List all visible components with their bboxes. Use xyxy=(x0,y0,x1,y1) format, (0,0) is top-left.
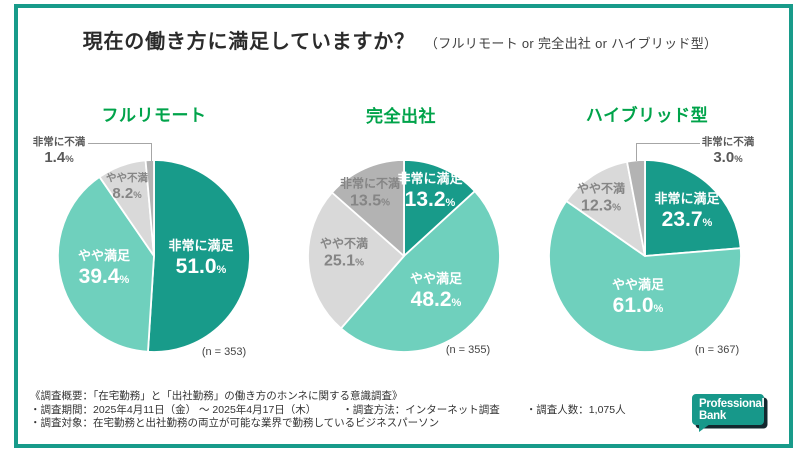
pie-slice-somewhat-dissatisfied xyxy=(565,160,646,257)
slice-name: 非常に満足 xyxy=(654,190,720,206)
slice-label-somewhat-satisfied: やや満足 61.0% xyxy=(612,277,664,320)
survey-count: ・調査人数：1,075人 xyxy=(525,403,626,416)
slice-name: 非常に不満 xyxy=(701,136,755,149)
pie-slice-very-dissatisfied xyxy=(144,159,155,257)
leader-line-v xyxy=(636,143,637,161)
leader-line-v xyxy=(151,143,152,161)
survey-target: ・調査対象：在宅勤務と出社勤務の両立が可能な業界で勤務しているビジネスパーソン xyxy=(30,417,440,429)
slice-name: 非常に不満 xyxy=(32,136,86,149)
survey-period: ・調査期間：2025年4月11日（金） ～ 2025年4月17日（木） xyxy=(30,403,317,416)
pie-slice-very-dissatisfied xyxy=(626,159,646,257)
slice-name: 非常に満足 xyxy=(168,237,234,253)
pie-title-full-office: 完全出社 xyxy=(366,107,436,126)
slice-name: 非常に満足 xyxy=(397,170,463,186)
slice-label-very-dissatisfied: 非常に不満 1.4% xyxy=(33,136,86,168)
logo-line2: Bank xyxy=(699,410,726,422)
sample-size-label: (n = 355) xyxy=(445,344,491,356)
pie-slice-somewhat-satisfied xyxy=(340,190,501,353)
slice-label-somewhat-satisfied: やや満足 39.4% xyxy=(78,248,130,291)
slice-label-very-satisfied: 非常に満足 51.0% xyxy=(168,238,233,281)
slice-value: 8.2% xyxy=(112,185,142,203)
slice-name: やや満足 xyxy=(409,270,463,286)
survey-overview-title: 《調査概要：「在宅勤務」と「出社勤務」の働き方のホンネに関する意識調査》 xyxy=(30,390,403,402)
slice-label-very-satisfied: 非常に満足 23.7% xyxy=(654,191,719,234)
sample-size-label: (n = 353) xyxy=(201,346,247,358)
pie-slice-somewhat-dissatisfied xyxy=(307,191,405,330)
slice-label-very-dissatisfied: 非常に不満 3.0% xyxy=(702,136,755,168)
slice-value: 61.0% xyxy=(612,294,664,317)
slice-name: やや不満 xyxy=(319,236,369,251)
survey-details: ・調査期間：2025年4月11日（金） ～ 2025年4月17日（木） ・調査方法… xyxy=(30,404,652,418)
pie-title-hybrid: ハイブリッド型 xyxy=(585,106,709,125)
slice-label-somewhat-dissatisfied: やや不満 8.2% xyxy=(106,172,148,204)
logo-speech-tail xyxy=(699,424,710,432)
slice-value: 25.1% xyxy=(323,252,365,270)
pie-slice-very-satisfied xyxy=(147,159,251,353)
pie-slice-somewhat-satisfied xyxy=(57,176,155,353)
pie-slice-somewhat-satisfied xyxy=(548,200,742,353)
slice-name: やや満足 xyxy=(611,276,665,292)
survey-method: ・調査方法：インターネット調査 xyxy=(342,403,500,416)
slice-label-somewhat-dissatisfied: やや不満 12.3% xyxy=(577,182,625,217)
logo-text: Professional Bank xyxy=(692,394,765,422)
pie-full-office xyxy=(307,159,501,353)
pie-slice-very-dissatisfied xyxy=(331,159,405,257)
slice-value: 13.5% xyxy=(349,192,391,210)
slice-name: やや不満 xyxy=(576,181,626,196)
slice-value: 1.4% xyxy=(44,149,74,167)
sample-size-label: (n = 367) xyxy=(694,344,740,356)
slice-label-somewhat-dissatisfied: やや不満 25.1% xyxy=(320,237,368,272)
pie-full-remote xyxy=(57,159,251,353)
slice-name: やや満足 xyxy=(77,247,131,263)
slice-value: 48.2% xyxy=(410,288,462,311)
page-subtitle: （フルリモート or 完全出社 or ハイブリッド型） xyxy=(424,36,718,51)
pie-hybrid xyxy=(548,159,742,353)
pie-slice-very-satisfied xyxy=(644,159,742,257)
slice-label-very-dissatisfied: 非常に不満 13.5% xyxy=(340,177,400,212)
logo-line1: Professional xyxy=(699,398,765,410)
slice-value: 23.7% xyxy=(661,208,713,231)
page-title: 現在の働き方に満足していますか？ xyxy=(82,31,415,53)
header: 現在の働き方に満足していますか？ （フルリモート or 完全出社 or ハイブリ… xyxy=(0,25,800,54)
slice-value: 51.0% xyxy=(175,255,227,278)
professional-bank-logo: Professional Bank xyxy=(692,394,765,432)
slice-value: 39.4% xyxy=(78,265,130,288)
slice-label-somewhat-satisfied: やや満足 48.2% xyxy=(410,271,462,314)
leader-line-h xyxy=(636,143,700,144)
slice-value: 3.0% xyxy=(713,149,743,167)
pie-title-full-remote: フルリモート xyxy=(101,106,207,125)
leader-line-h xyxy=(88,143,152,144)
slice-name: 非常に不満 xyxy=(339,176,401,191)
survey-overview: 《調査概要：「在宅勤務」と「出社勤務」の働き方のホンネに関する意識調査》 ・調査… xyxy=(30,390,652,431)
slice-value: 12.3% xyxy=(580,197,622,215)
slice-value: 13.2% xyxy=(404,188,456,211)
pie-slice-very-satisfied xyxy=(403,159,476,257)
slice-name: やや不満 xyxy=(106,172,148,185)
slice-label-very-satisfied: 非常に満足 13.2% xyxy=(397,171,462,214)
